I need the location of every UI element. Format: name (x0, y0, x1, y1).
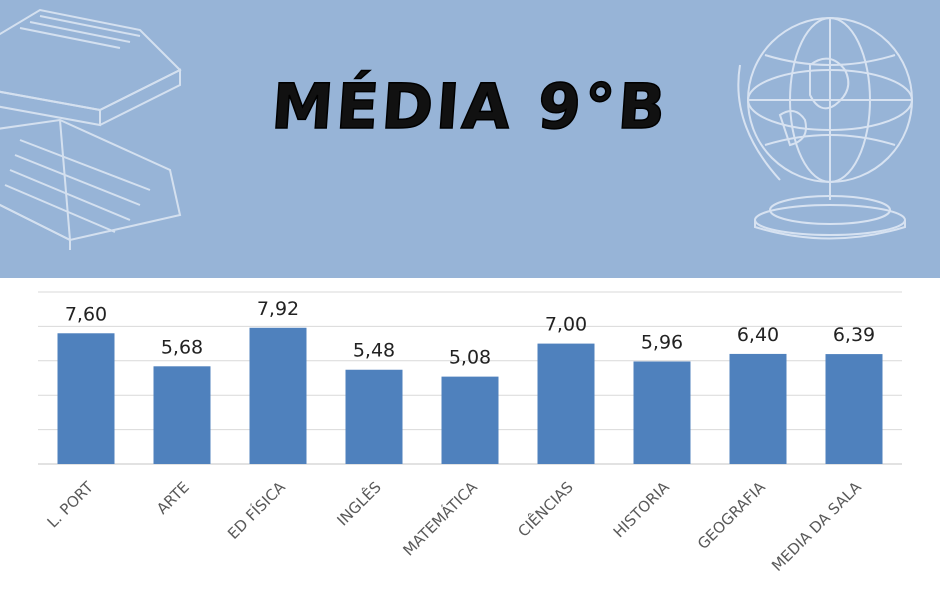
data-label: 7,92 (257, 298, 299, 320)
data-label: 7,00 (545, 314, 587, 336)
data-label: 5,08 (449, 347, 491, 369)
x-tick-label: ED FÍSICA (223, 477, 289, 543)
globe-icon (737, 17, 913, 240)
x-tick-label: INGLÊS (333, 477, 385, 529)
x-tick-label: CIÊNCIAS (514, 477, 577, 540)
bar (345, 369, 403, 464)
data-label: 6,39 (833, 324, 875, 346)
x-tick-label: MEDIA DA SALA (768, 478, 865, 575)
title-banner: MÉDIA 9°B (0, 0, 940, 278)
bar (441, 376, 499, 464)
data-label: 7,60 (65, 303, 107, 325)
bar-chart-area: 7,60 L. PORT 5,68 ARTE 7,92 ED FÍSICA 5,48 INGL… (0, 278, 940, 600)
x-tick-label: L. PORT (44, 478, 98, 532)
bar (57, 333, 115, 464)
bar (249, 327, 307, 464)
data-label: 5,48 (353, 340, 395, 362)
x-tick-label: ARTE (153, 478, 193, 518)
x-tick-label: HISTORIA (610, 478, 674, 542)
bar-chart: 7,60 L. PORT 5,68 ARTE 7,92 ED FÍSICA 5,48 INGL… (38, 291, 902, 575)
bar (729, 353, 787, 464)
bar (633, 361, 691, 464)
data-label: 5,96 (641, 331, 683, 353)
bar (825, 354, 883, 464)
bar (153, 366, 211, 464)
bar (537, 343, 595, 464)
data-label: 6,40 (737, 324, 779, 346)
books-icon (0, 8, 182, 250)
data-label: 5,68 (161, 336, 203, 358)
x-tick-label: GEOGRAFIA (694, 478, 769, 553)
x-tick-label: MATEMÁTICA (399, 477, 482, 560)
